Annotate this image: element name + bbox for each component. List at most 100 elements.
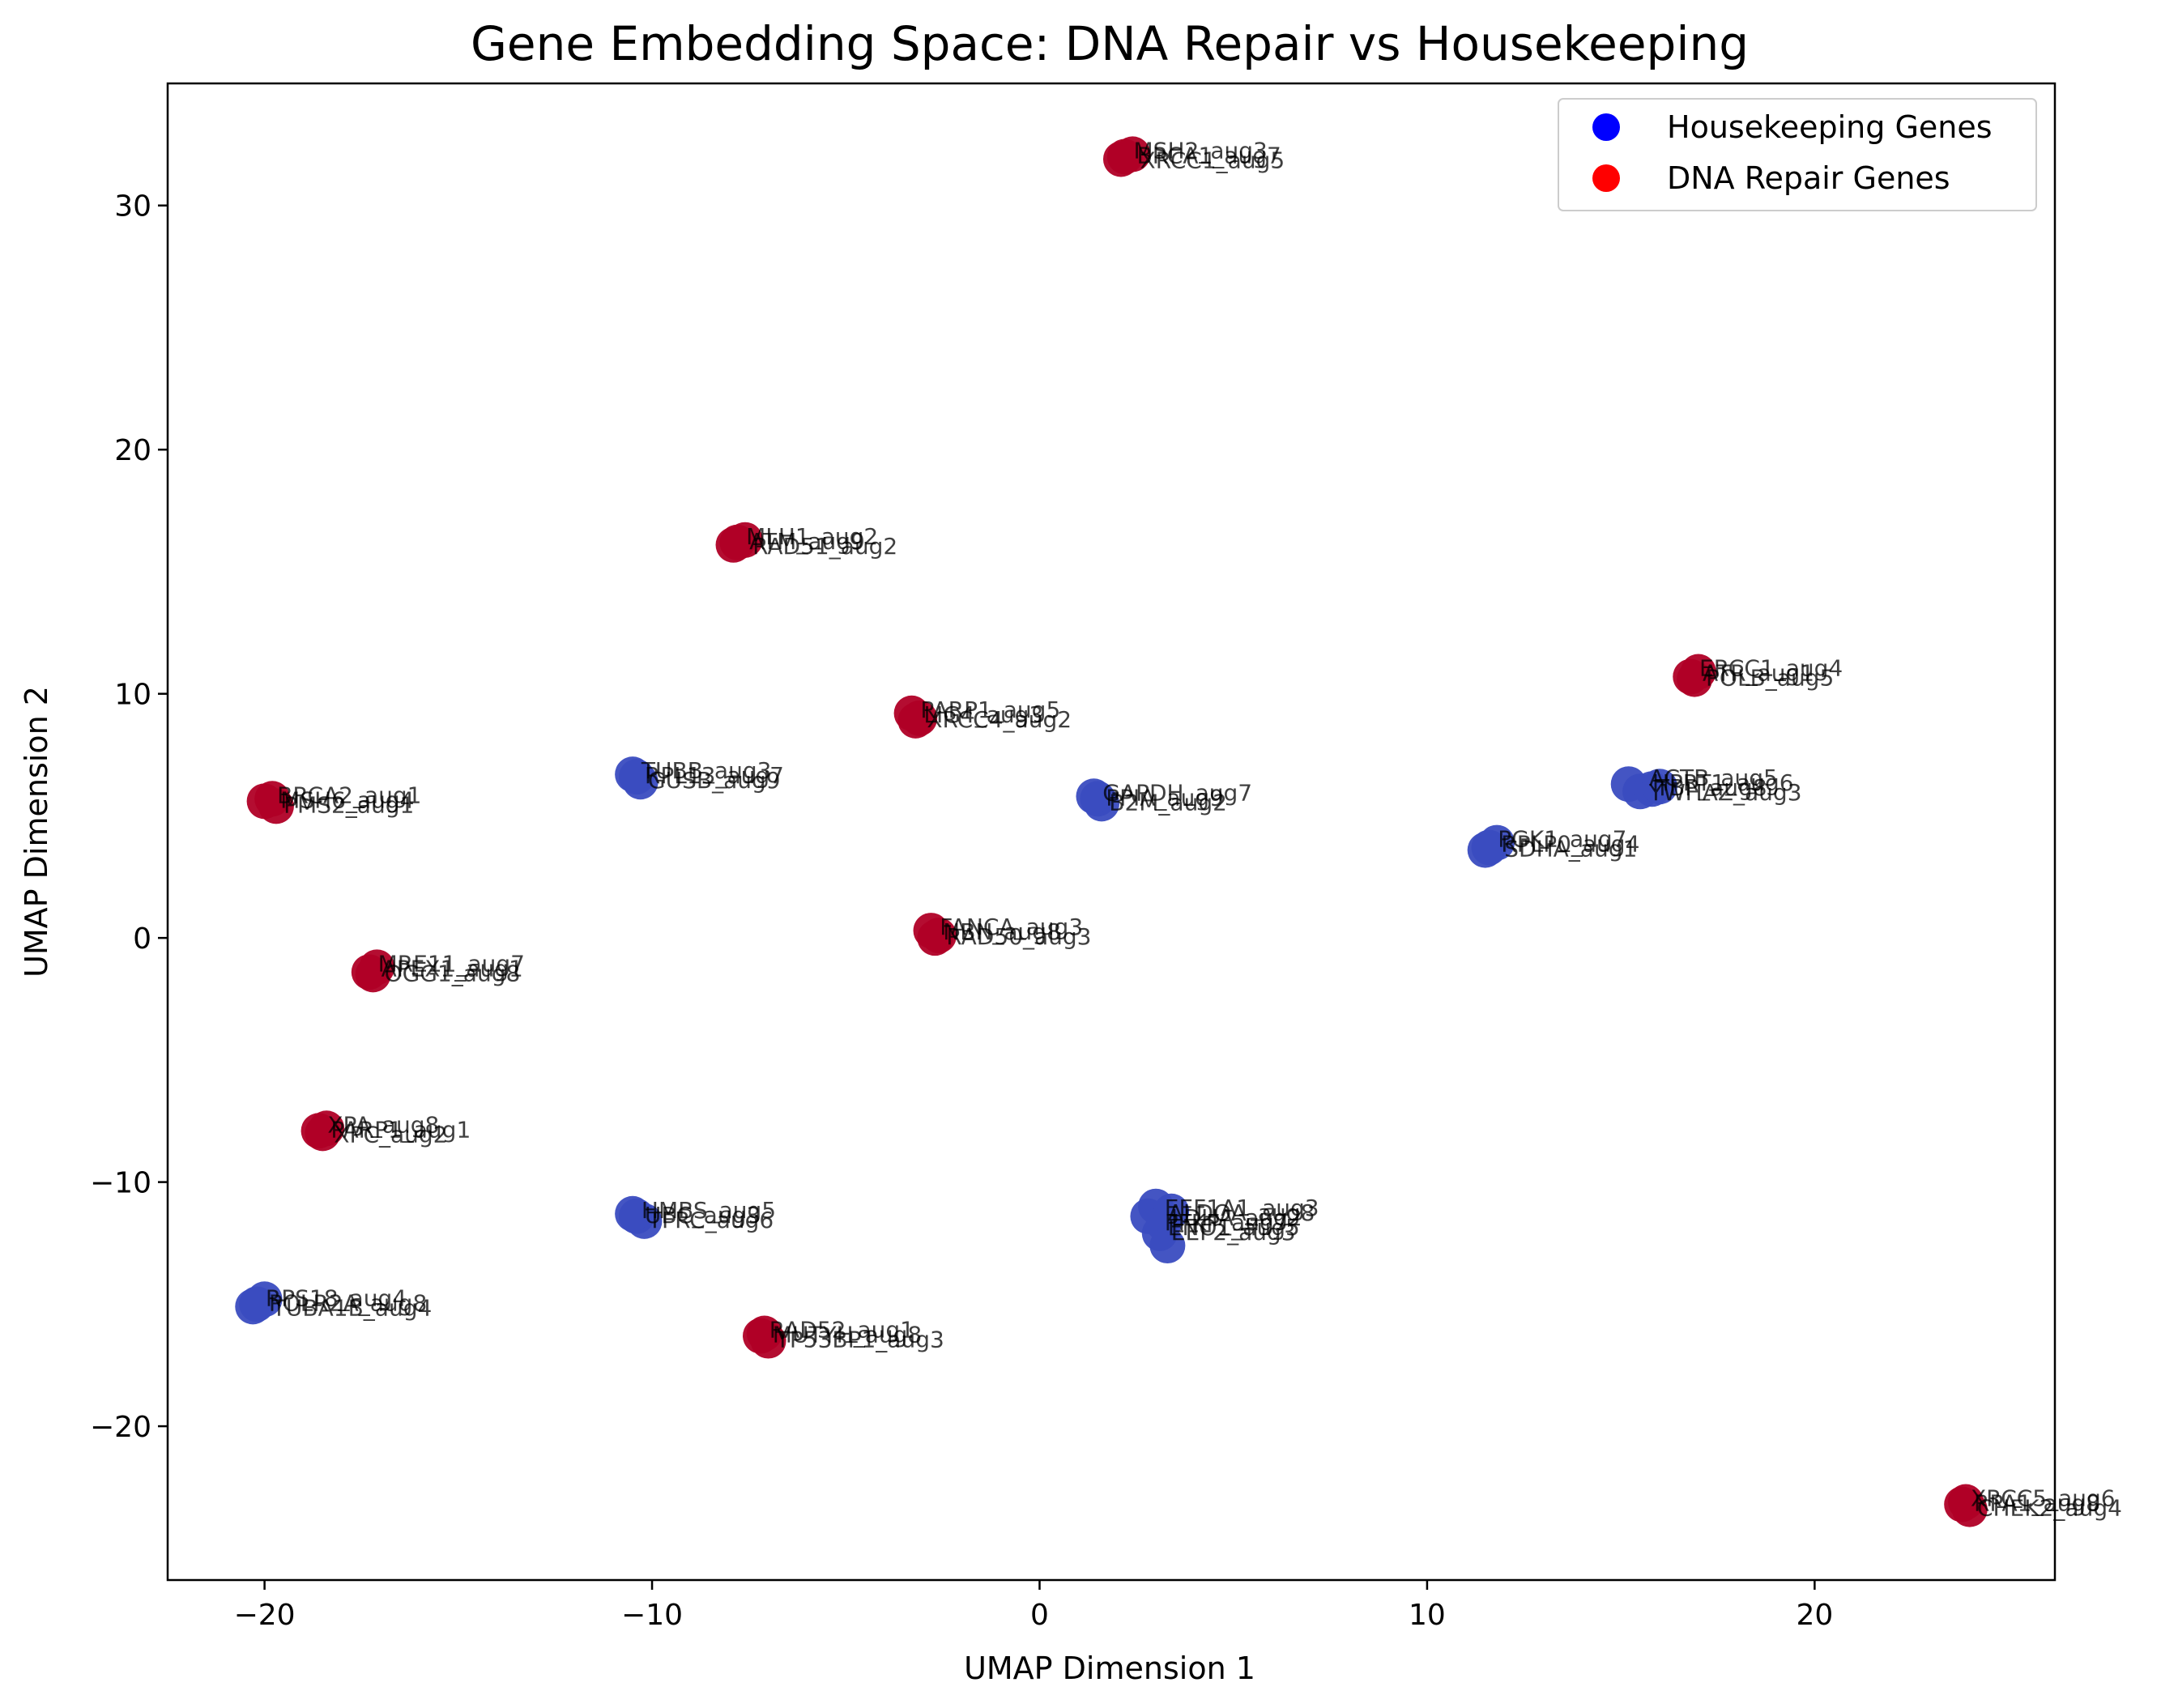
point-label: PGK1_aug7 (1498, 826, 1626, 853)
point-label: ENO1_aug5 (1168, 1214, 1300, 1241)
point-label: BRCA2_aug1 (277, 782, 421, 808)
y-tick-label: 30 (114, 190, 151, 224)
point-label: RPS18_aug4 (266, 1284, 407, 1311)
y-axis-ticks: −20 −10 0 10 20 30 (90, 190, 168, 1444)
point-label: XRCC1_aug5 (1140, 147, 1285, 173)
housekeeping-point (1076, 778, 1112, 815)
point-label: LDHA_aug2 (1171, 1204, 1302, 1231)
points-layer (235, 136, 1988, 1527)
point-label: ACTB_aug5 (1649, 765, 1778, 791)
y-tick-label: −20 (90, 1411, 151, 1444)
point-label: XRCC5_aug6 (1971, 1485, 2116, 1512)
point-label: CHEK2_aug4 (1977, 1495, 2122, 1522)
point-label: TBP_aug8 (1655, 774, 1767, 801)
x-axis-label: UMAP Dimension 1 (964, 1650, 1255, 1686)
point-label: APEX1_aug1 (381, 955, 523, 982)
point-label: XRCC4_aug2 (927, 706, 1072, 733)
point-label: TUBB_aug3 (641, 757, 772, 784)
point-label: ERCC1_aug4 (1699, 655, 1843, 682)
housekeeping-point (1641, 769, 1677, 805)
plot-frame (166, 82, 2057, 1582)
dna-repair-point (715, 526, 752, 563)
housekeeping-point (615, 1195, 651, 1232)
housekeeping-point (235, 1288, 271, 1325)
point-label: XPC_aug2 (334, 1121, 447, 1148)
point-label: PPIA_aug9 (1106, 784, 1224, 811)
point-label: GUSB_aug9 (648, 767, 781, 794)
x-tick-label: 0 (1030, 1599, 1049, 1632)
point-label: TUBA1B_aug4 (271, 1294, 432, 1321)
point-label: RPLP0_aug4 (1501, 831, 1639, 858)
point-label: RPL13_aug7 (645, 762, 784, 789)
legend-label-housekeeping: Housekeeping Genes (1667, 109, 1993, 145)
dna-repair-point (746, 1315, 782, 1352)
point-label: NBN_aug8 (943, 918, 1061, 945)
dna-repair-point (355, 956, 391, 993)
y-tick-label: 0 (133, 922, 151, 956)
point-label: PMS2_aug1 (283, 791, 414, 818)
point-label: OGG1_aug8 (385, 960, 521, 986)
housekeeping-point (1467, 832, 1503, 868)
dna-repair-point (1102, 141, 1139, 177)
x-axis-ticks: −20 −10 0 10 20 (234, 1580, 1833, 1632)
point-label: TFRC_aug6 (647, 1207, 774, 1233)
x-tick-label: −10 (621, 1599, 683, 1632)
y-tick-label: −10 (90, 1167, 151, 1200)
y-tick-label: 20 (114, 434, 151, 467)
point-label: RPA1_aug8 (1974, 1490, 2100, 1517)
housekeeping-point (615, 756, 651, 793)
legend-marker-dna-repair (1592, 164, 1620, 192)
point-label: MRE11_aug7 (378, 950, 525, 977)
point-label: UBC_aug3 (645, 1202, 761, 1229)
point-label: RAD51_aug2 (752, 533, 897, 560)
point-label: PARP1_aug1 (330, 1116, 471, 1143)
point-label: RAD52_aug1 (769, 1317, 914, 1344)
point-label: ATM_aug9 (749, 528, 865, 555)
point-label: EEF1A1_aug3 (1165, 1195, 1319, 1221)
point-label: FANCA_aug3 (940, 914, 1083, 940)
legend-marker-housekeeping (1592, 113, 1620, 141)
y-axis-label: UMAP Dimension 2 (19, 686, 54, 978)
chart-title: Gene Embedding Space: DNA Repair vs Hous… (471, 16, 1749, 71)
point-label: POLR2A_aug8 (269, 1289, 427, 1316)
point-label: MSH2_aug3 (1134, 137, 1268, 164)
dna-repair-point (305, 1115, 341, 1152)
point-label: PFKP_aug7 (1165, 1209, 1289, 1236)
x-tick-label: 10 (1409, 1599, 1446, 1632)
point-label: YWHAZ_aug3 (1648, 779, 1802, 806)
point-labels-layer: MSH2_aug3BRCA1_aug7XRCC1_aug5MLH1_aug2AT… (266, 137, 2122, 1521)
dna-repair-point (254, 781, 291, 817)
x-tick-label: 20 (1796, 1599, 1833, 1632)
housekeeping-point (1149, 1227, 1186, 1263)
x-tick-label: −20 (234, 1599, 296, 1632)
dna-repair-point (1677, 661, 1713, 697)
point-label: MSH6_aug4 (280, 786, 414, 813)
point-label: POLB_aug5 (1706, 665, 1834, 692)
y-tick-label: 10 (114, 679, 151, 712)
point-label: TP53BP1_aug3 (775, 1327, 944, 1353)
point-label: RAD50_aug3 (946, 923, 1091, 950)
point-label: EEF2_aug3 (1171, 1219, 1296, 1246)
point-label: MLH1_aug2 (746, 523, 878, 550)
legend: Housekeeping Genes DNA Repair Genes (1558, 98, 2037, 211)
dna-repair-point (917, 920, 953, 956)
point-label: ALDOA_aug8 (1168, 1199, 1315, 1226)
point-label: HMBS_aug5 (641, 1197, 776, 1224)
point-label: HPRT1_aug6 (1652, 769, 1794, 796)
point-label: ATR_aug1 (1703, 660, 1814, 687)
point-label: PARP1_aug5 (920, 696, 1060, 723)
point-label: BRCA1_aug7 (1137, 142, 1281, 168)
point-label: B2M_aug2 (1109, 789, 1227, 816)
dna-repair-point (897, 702, 934, 739)
point-label: GAPDH_aug7 (1102, 779, 1252, 806)
point-label: SDHA_aug1 (1504, 836, 1637, 863)
point-label: XPA_aug8 (327, 1111, 439, 1138)
point-label: LIG4_aug3 (923, 701, 1043, 728)
dna-repair-point (1947, 1484, 1984, 1520)
legend-box (1558, 98, 2037, 211)
housekeeping-point (1153, 1193, 1190, 1229)
legend-label-dna-repair: DNA Repair Genes (1667, 160, 1950, 196)
point-label: MUTYH_aug8 (773, 1322, 922, 1348)
